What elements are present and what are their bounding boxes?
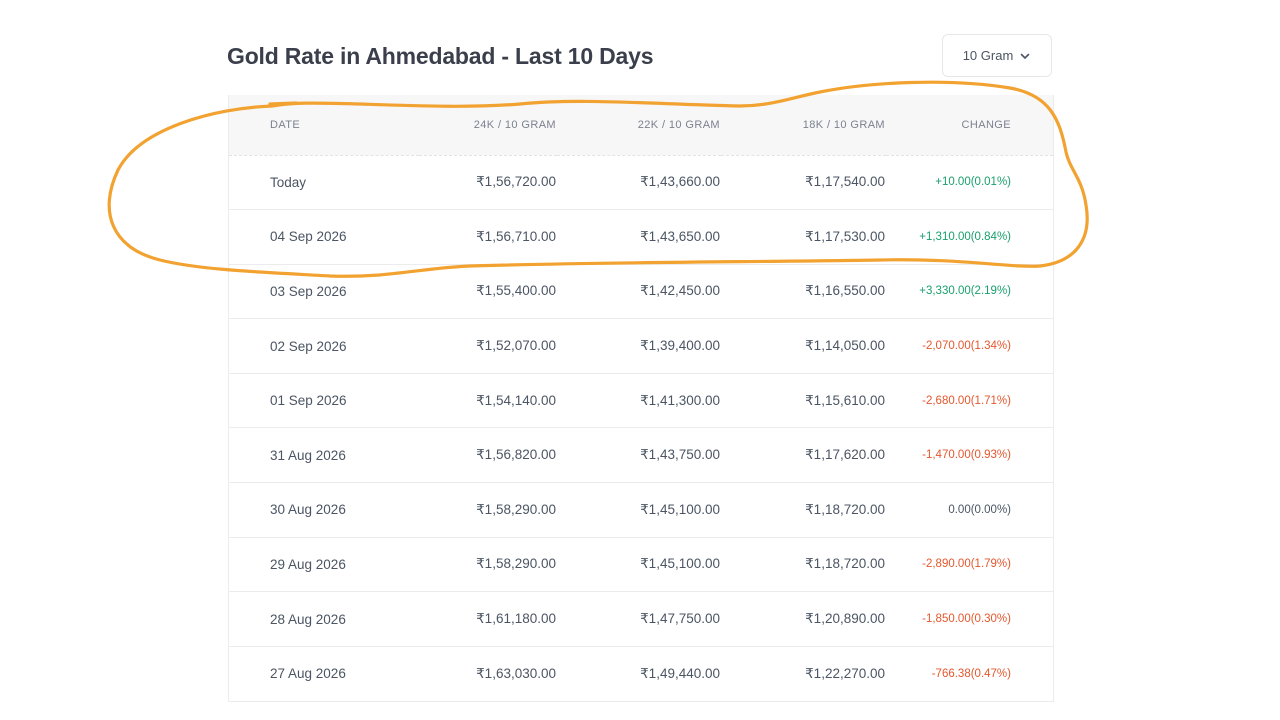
- cell-22k: ₹1,45,100.00: [557, 482, 721, 538]
- cell-date: 27 Aug 2026: [270, 666, 346, 682]
- table-header-row: DATE 24K / 10 GRAM 22K / 10 GRAM 18K / 1…: [229, 95, 1053, 156]
- cell-22k: ₹1,41,300.00: [557, 373, 721, 429]
- table-row: 30 Aug 2026 ₹1,58,290.00 ₹1,45,100.00 ₹1,18…: [229, 482, 1053, 538]
- cell-18k: ₹1,18,720.00: [721, 537, 886, 593]
- cell-22k: ₹1,43,660.00: [557, 155, 721, 211]
- cell-change: +1,310.00(0.84%): [886, 209, 1053, 265]
- cell-date: Today: [229, 155, 419, 211]
- cell-date: 01 Sep 2026: [229, 373, 419, 429]
- header-18k: 18K / 10 GRAM: [721, 95, 886, 156]
- cell-24k: ₹1,61,180.00: [419, 591, 557, 647]
- cell-24k: ₹1,56,720.00: [419, 155, 557, 211]
- cell-change: -2,680.00(1.71%): [886, 373, 1053, 429]
- header-22k: 22K / 10 GRAM: [557, 95, 721, 156]
- cell-date: 31 Aug 2026: [229, 427, 419, 484]
- cell-22k: ₹1,45,100.00: [557, 537, 721, 593]
- header-24k: 24K / 10 GRAM: [419, 95, 557, 156]
- cell-18k: ₹1,17,540.00: [721, 155, 886, 211]
- cell-18k: ₹1,17,530.00: [721, 209, 886, 265]
- cell-24k: ₹1,56,820.00: [419, 427, 557, 484]
- cell-24k: ₹1,58,290.00: [419, 482, 557, 538]
- cell-date: 02 Sep 2026: [229, 318, 419, 374]
- cell-22k: ₹1,43,650.00: [557, 209, 721, 265]
- cell-22k: ₹1,43,750.00: [557, 427, 721, 484]
- table-row: 02 Sep 2026 ₹1,52,070.00 ₹1,39,400.00 ₹1,14…: [229, 318, 1053, 374]
- unit-dropdown[interactable]: 10 Gram: [942, 34, 1052, 77]
- cell-18k: ₹1,14,050.00: [721, 318, 886, 374]
- cell-date: 04 Sep 2026: [229, 209, 419, 265]
- page-title: Gold Rate in Ahmedabad - Last 10 Days: [227, 43, 654, 69]
- table-row: 28 Aug 2026 ₹1,61,180.00 ₹1,47,750.00 ₹1,20…: [229, 591, 1053, 647]
- cell-18k: ₹1,22,270.00: [805, 665, 885, 681]
- cell-22k: ₹1,49,440.00: [640, 665, 720, 681]
- cell-22k: ₹1,42,450.00: [557, 264, 721, 320]
- chevron-down-icon: [1020, 53, 1030, 59]
- gold-rate-table: DATE 24K / 10 GRAM 22K / 10 GRAM 18K / 1…: [229, 95, 1053, 701]
- cell-24k: ₹1,56,710.00: [419, 209, 557, 265]
- cell-18k: ₹1,15,610.00: [721, 373, 886, 429]
- cell-22k: ₹1,47,750.00: [557, 591, 721, 647]
- table-row: 04 Sep 2026 ₹1,56,710.00 ₹1,43,650.00 ₹1,17…: [229, 209, 1053, 265]
- table-row: 29 Aug 2026 ₹1,58,290.00 ₹1,45,100.00 ₹1,18…: [229, 537, 1053, 593]
- unit-dropdown-value: 10 Gram: [962, 48, 1014, 63]
- header-change: CHANGE: [886, 95, 1053, 156]
- cell-date: 30 Aug 2026: [229, 482, 419, 538]
- cell-18k: ₹1,17,620.00: [721, 427, 886, 484]
- cell-date: 28 Aug 2026: [229, 591, 419, 647]
- cell-18k: ₹1,18,720.00: [721, 482, 886, 538]
- table-row: 03 Sep 2026 ₹1,55,400.00 ₹1,42,450.00 ₹1,16…: [229, 264, 1053, 320]
- cell-22k: ₹1,39,400.00: [557, 318, 721, 374]
- table-row: Today ₹1,56,720.00 ₹1,43,660.00 ₹1,17,540.0…: [229, 155, 1053, 211]
- cell-change: -1,470.00(0.93%): [886, 427, 1053, 484]
- cell-date: 29 Aug 2026: [229, 537, 419, 593]
- cell-18k: ₹1,20,890.00: [721, 591, 886, 647]
- cell-change: -2,890.00(1.79%): [886, 537, 1053, 593]
- cell-24k: ₹1,52,070.00: [419, 318, 557, 374]
- header-date: DATE: [229, 95, 419, 156]
- cell-24k: ₹1,54,140.00: [419, 373, 557, 429]
- cell-change: -1,850.00(0.30%): [886, 591, 1053, 647]
- cell-change: 0.00(0.00%): [886, 482, 1053, 538]
- cell-date: 03 Sep 2026: [229, 264, 419, 320]
- table-row: 01 Sep 2026 ₹1,54,140.00 ₹1,41,300.00 ₹1,15…: [229, 373, 1053, 429]
- cell-24k: ₹1,63,030.00: [476, 665, 556, 681]
- cell-24k: ₹1,58,290.00: [419, 537, 557, 593]
- cell-change: -766.38(0.47%): [931, 667, 1011, 680]
- cell-change: +3,330.00(2.19%): [886, 264, 1053, 320]
- gold-rate-table-container: DATE 24K / 10 GRAM 22K / 10 GRAM 18K / 1…: [228, 95, 1054, 702]
- table-row: 31 Aug 2026 ₹1,56,820.00 ₹1,43,750.00 ₹1,17…: [229, 427, 1053, 484]
- cell-18k: ₹1,16,550.00: [721, 264, 886, 320]
- cell-24k: ₹1,55,400.00: [419, 264, 557, 320]
- table-row: 27 Aug 2026 ₹1,63,030.00 ₹1,49,440.00 ₹1,22…: [229, 646, 1053, 701]
- cell-change: +10.00(0.01%): [886, 155, 1053, 211]
- cell-change: -2,070.00(1.34%): [886, 318, 1053, 374]
